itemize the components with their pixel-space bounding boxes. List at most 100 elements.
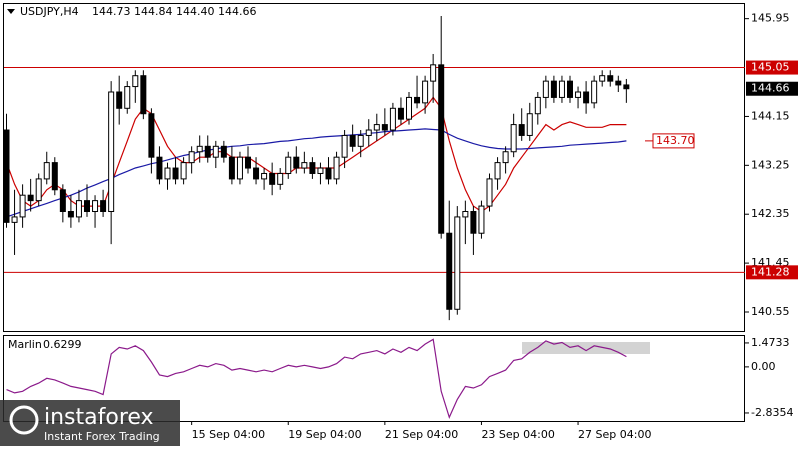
level-annotation-box bbox=[652, 133, 695, 149]
level-price-label: 141.28 bbox=[751, 265, 790, 278]
indicator-name: Marlin bbox=[8, 338, 42, 351]
watermark-brand: instaforex bbox=[44, 405, 154, 430]
candle-body bbox=[591, 80, 598, 104]
candle-body bbox=[446, 232, 453, 310]
candle-body bbox=[615, 80, 622, 86]
candle-body bbox=[253, 167, 260, 180]
candle-body bbox=[261, 172, 268, 180]
candle-body bbox=[454, 216, 461, 310]
candle-body bbox=[478, 205, 485, 234]
candle-body bbox=[494, 162, 501, 180]
candle-body bbox=[389, 107, 396, 131]
candle-body bbox=[526, 113, 533, 136]
candle-body bbox=[172, 167, 179, 180]
last-price-label: 144.66 bbox=[751, 82, 790, 95]
candle-body bbox=[116, 91, 123, 109]
candle-body bbox=[406, 96, 412, 120]
candle-body bbox=[317, 167, 324, 174]
candle-body bbox=[132, 75, 139, 88]
candle-body bbox=[599, 75, 606, 82]
candle-body bbox=[623, 84, 630, 90]
y-tick-label: 1.4733 bbox=[751, 336, 790, 349]
candle-body bbox=[333, 156, 340, 180]
candle-body bbox=[349, 134, 356, 147]
candle-body bbox=[438, 64, 445, 234]
candle-body bbox=[188, 151, 195, 164]
y-tick-label: 145.95 bbox=[751, 12, 790, 25]
candle-body bbox=[43, 162, 50, 180]
candle-body bbox=[583, 91, 590, 104]
candle-body bbox=[357, 134, 364, 147]
chart-title: USDJPY,H4 bbox=[20, 5, 79, 18]
level-price-box bbox=[746, 60, 798, 75]
candle-body bbox=[542, 80, 549, 98]
candle-body bbox=[462, 210, 469, 218]
candle-body bbox=[365, 129, 372, 136]
candle-body bbox=[607, 75, 614, 82]
candle-body bbox=[293, 156, 300, 169]
candle-body bbox=[204, 145, 211, 158]
candle-body bbox=[100, 200, 107, 212]
candle-body bbox=[196, 145, 203, 153]
candle-body bbox=[11, 216, 18, 223]
watermark-logo bbox=[9, 405, 39, 435]
y-tick-label: 144.15 bbox=[751, 109, 790, 122]
candle-body bbox=[309, 162, 316, 174]
candle-body bbox=[220, 145, 227, 158]
indicator-highlight bbox=[522, 342, 650, 354]
candle-body bbox=[502, 151, 509, 164]
candle-body bbox=[558, 80, 565, 98]
level-annotation-label: 143.70 bbox=[656, 134, 695, 147]
candle-body bbox=[212, 145, 219, 158]
x-tick-label: 23 Sep 04:00 bbox=[481, 428, 554, 441]
y-tick-label: -2.8354 bbox=[751, 406, 793, 419]
candle-body bbox=[19, 194, 26, 218]
candle-body bbox=[470, 210, 477, 234]
y-tick-label: 143.25 bbox=[751, 158, 790, 171]
candle-body bbox=[59, 189, 66, 212]
y-tick-label: 0.00 bbox=[751, 360, 776, 373]
watermark: instaforex Instant Forex Trading bbox=[0, 400, 180, 446]
candle-body bbox=[27, 194, 34, 202]
candle-body bbox=[397, 107, 404, 120]
candle-body bbox=[84, 200, 90, 212]
candle-body bbox=[373, 124, 380, 131]
candle-body bbox=[245, 156, 251, 169]
candle-body bbox=[575, 91, 582, 98]
last-price-box bbox=[746, 81, 798, 96]
x-tick-label: 15 Sep 04:00 bbox=[192, 428, 265, 441]
candle-body bbox=[124, 86, 131, 109]
candle-body bbox=[567, 80, 573, 98]
candle-body bbox=[486, 178, 493, 207]
candle-body bbox=[269, 172, 276, 185]
x-tick-label: 27 Sep 04:00 bbox=[578, 428, 651, 441]
indicator-frame bbox=[3, 335, 745, 422]
ohlc-header: 144.73 144.84 144.40 144.66 bbox=[92, 5, 256, 18]
candle-body bbox=[422, 80, 429, 104]
candle-body bbox=[3, 129, 10, 223]
candle-body bbox=[108, 91, 115, 212]
level-price-box bbox=[746, 265, 798, 280]
candle-body bbox=[430, 64, 437, 82]
candle-body bbox=[92, 200, 99, 212]
y-tick-label: 142.35 bbox=[751, 207, 790, 220]
x-tick-label: 19 Sep 04:00 bbox=[288, 428, 361, 441]
candle-body bbox=[148, 113, 155, 158]
candle-body bbox=[550, 80, 557, 98]
candle-body bbox=[277, 172, 284, 185]
candle-body bbox=[156, 156, 163, 180]
x-tick-label: 21 Sep 04:00 bbox=[385, 428, 458, 441]
candle-body bbox=[140, 75, 147, 115]
candle-body bbox=[164, 167, 171, 180]
candle-body bbox=[518, 124, 525, 136]
candle-body bbox=[236, 156, 243, 180]
candle-body bbox=[75, 200, 82, 218]
candle-body bbox=[325, 167, 332, 180]
candle-body bbox=[534, 96, 541, 115]
candle-body bbox=[414, 96, 421, 104]
candle-body bbox=[285, 156, 292, 174]
level-price-label: 145.05 bbox=[751, 61, 790, 74]
candle-body bbox=[180, 162, 187, 180]
candle-body bbox=[51, 162, 58, 191]
